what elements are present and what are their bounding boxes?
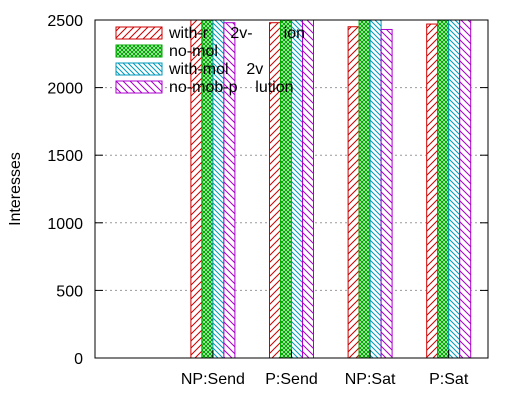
x-tick-label: P:Send (265, 371, 317, 388)
legend-swatch-with-mob-p2v-pollution (115, 26, 163, 40)
y-tick-label: 500 (56, 283, 83, 300)
y-tick-label: 0 (74, 351, 83, 368)
x-tick-label: NP:Send (181, 371, 245, 388)
y-tick-label: 1000 (47, 216, 83, 233)
x-axis-ticks: NP:Send P:Send NP:Sat P:Sat (181, 350, 469, 388)
legend-swatch-no-mob (115, 44, 163, 58)
bar-no-mob-pollution-NP:Sat (380, 28, 393, 359)
y-tick-label: 1500 (47, 148, 83, 165)
y-axis-ticks: 0 500 1000 1500 2000 2500 (47, 13, 488, 368)
bar-with-mob-p2v-pollution-P:Send (269, 22, 281, 359)
bar-with-mob-p2v-P:Send (291, 19, 303, 359)
bar-with-mob-p2v-P:Sat (448, 19, 461, 359)
legend-swatch-no-mob-pollution (115, 80, 163, 94)
legend-label-no-mob-pollution: no-mob-p lution (169, 79, 294, 96)
legend-swatch-with-mob-p2v (115, 62, 163, 76)
legend-label-with-mob-p2v: with-mol 2v (168, 61, 263, 78)
x-tick-label: P:Sat (429, 371, 469, 388)
bar-no-mob-pollution-P:Sat (459, 19, 472, 359)
bar-with-mob-p2v-pollution-NP:Sat (347, 26, 360, 359)
y-tick-label: 2000 (47, 81, 83, 98)
legend-label-no-mob: no-mol (169, 43, 218, 60)
bar-no-mob-pollution-P:Send (302, 19, 314, 359)
bar-no-mob-P:Sat (437, 19, 450, 359)
x-tick-label: NP:Sat (345, 371, 396, 388)
bar-no-mob-P:Send (280, 19, 292, 359)
bar-with-mob-p2v-pollution-P:Sat (426, 23, 439, 359)
y-axis-label: Interesses (7, 152, 24, 226)
bar-with-mob-p2v-NP:Sat (369, 19, 382, 359)
legend-label-with-mob-p2v-pollution: with-r 2v- ion (168, 25, 305, 42)
y-tick-label: 2500 (47, 13, 83, 30)
bar-no-mob-NP:Sat (358, 19, 371, 359)
